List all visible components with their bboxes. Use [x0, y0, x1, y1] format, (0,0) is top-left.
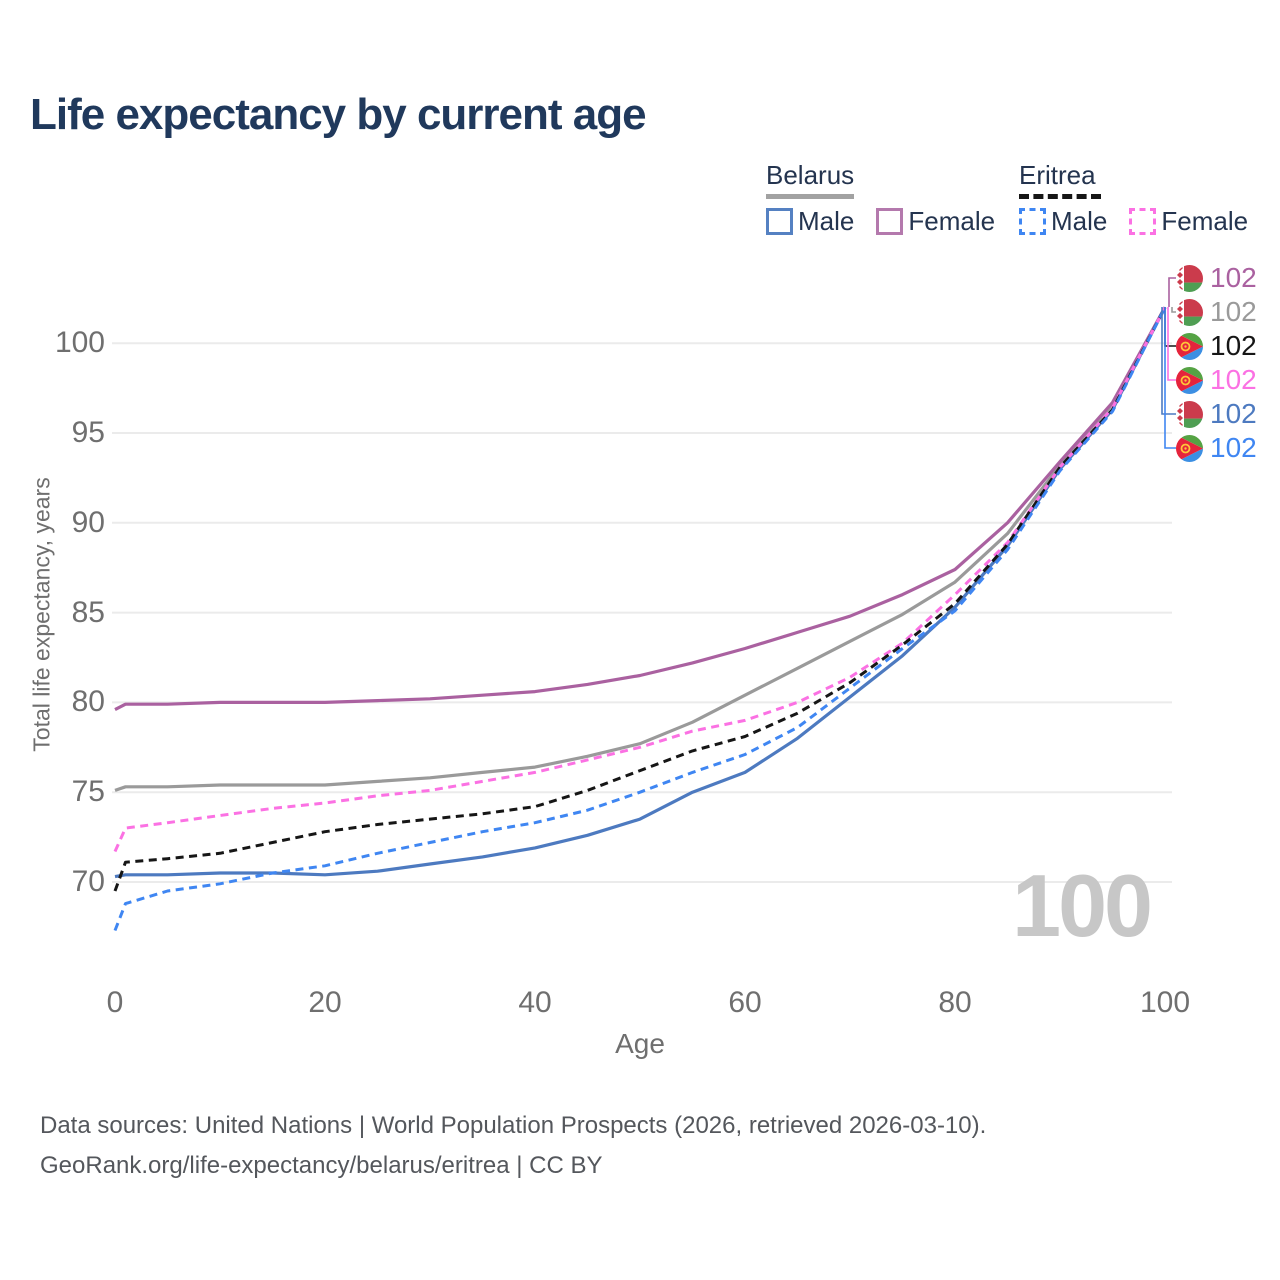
eritrea-flag-icon — [1176, 366, 1203, 394]
end-label-belarus-male: 102 — [1176, 398, 1257, 430]
belarus-flag-icon — [1176, 400, 1203, 428]
leader-line — [1164, 307, 1176, 449]
x-tick-label: 100 — [1139, 986, 1191, 1019]
end-value: 102 — [1210, 262, 1257, 293]
end-value: 102 — [1210, 364, 1257, 395]
y-tick-label: 70 — [71, 865, 105, 898]
x-tick-label: 40 — [518, 986, 552, 1019]
y-tick-label: 100 — [54, 326, 105, 360]
end-label-belarus-overall: 102 — [1176, 296, 1257, 328]
eritrea-flag-icon — [1176, 332, 1203, 360]
end-value: 102 — [1210, 398, 1257, 429]
series-line-belarus-female — [114, 306, 1167, 712]
belarus-male-swatch[interactable] — [766, 208, 793, 235]
eritrea-flag-icon — [1176, 434, 1203, 462]
series-line-eritrea-female — [113, 306, 1167, 853]
belarus-line-swatch — [766, 194, 854, 199]
x-tick-label: 60 — [728, 986, 762, 1019]
page-title: Life expectancy by current age — [30, 90, 647, 139]
legend-country-eritrea[interactable]: Eritrea — [1019, 160, 1096, 190]
end-label-eritrea-male: 102 — [1176, 432, 1257, 464]
series-line-eritrea-overall — [113, 306, 1167, 892]
eritrea-line-swatch — [1019, 194, 1101, 199]
series-line-belarus-overall — [114, 306, 1167, 792]
y-tick-label: 85 — [71, 595, 105, 629]
end-label-leader-lines — [1161, 277, 1176, 449]
data-sources-line: Data sources: United Nations | World Pop… — [40, 1112, 987, 1139]
belarus-female-swatch[interactable] — [876, 208, 904, 235]
legend-label-belarus-female[interactable]: Female — [908, 206, 996, 236]
belarus-flag-icon — [1176, 298, 1203, 326]
x-axis-title: Age — [615, 1028, 665, 1059]
leader-line — [1164, 307, 1176, 347]
y-tick-label: 90 — [71, 505, 105, 539]
series-line-belarus-male — [114, 306, 1167, 879]
legend-country-belarus[interactable]: Belarus — [766, 160, 855, 190]
x-tick-label: 20 — [308, 986, 342, 1019]
leader-line — [1171, 307, 1176, 313]
end-value: 102 — [1210, 432, 1257, 463]
end-label-eritrea-overall: 102 — [1176, 330, 1257, 362]
leader-line — [1168, 277, 1176, 307]
y-axis-title: Total life expectancy, years — [28, 477, 55, 752]
series-lines — [113, 306, 1167, 932]
x-tick-label: 0 — [106, 986, 124, 1019]
legend-group-belarus: Belarus Male Female — [766, 160, 995, 237]
leader-line — [1167, 307, 1176, 381]
source-url-line: GeoRank.org/life-expectancy/belarus/erit… — [40, 1152, 603, 1179]
end-label-belarus-female: 102 — [1176, 262, 1257, 294]
eritrea-female-swatch[interactable] — [1129, 208, 1157, 235]
end-value: 102 — [1210, 330, 1257, 361]
end-value: 102 — [1210, 296, 1257, 327]
legend-label-belarus-male[interactable]: Male — [798, 206, 855, 236]
legend-group-eritrea: Eritrea Male Female — [1019, 160, 1248, 237]
belarus-flag-icon — [1176, 264, 1203, 292]
y-tick-label: 80 — [71, 685, 105, 719]
legend-label-eritrea-female[interactable]: Female — [1161, 206, 1249, 236]
y-tick-label: 75 — [71, 775, 105, 809]
age-watermark: 100 — [1012, 856, 1153, 955]
x-tick-label: 80 — [938, 986, 972, 1019]
end-label-eritrea-female: 102 — [1176, 364, 1257, 396]
legend: Belarus Male Female Eritrea Male Female — [766, 160, 1266, 240]
eritrea-male-swatch[interactable] — [1019, 208, 1046, 235]
gridlines — [112, 342, 1172, 883]
series-line-eritrea-male — [113, 306, 1167, 932]
legend-label-eritrea-male[interactable]: Male — [1051, 206, 1108, 236]
leader-line — [1161, 307, 1176, 415]
y-tick-label: 95 — [71, 416, 105, 449]
attribution: Data sources: United Nations | World Pop… — [40, 1106, 986, 1186]
